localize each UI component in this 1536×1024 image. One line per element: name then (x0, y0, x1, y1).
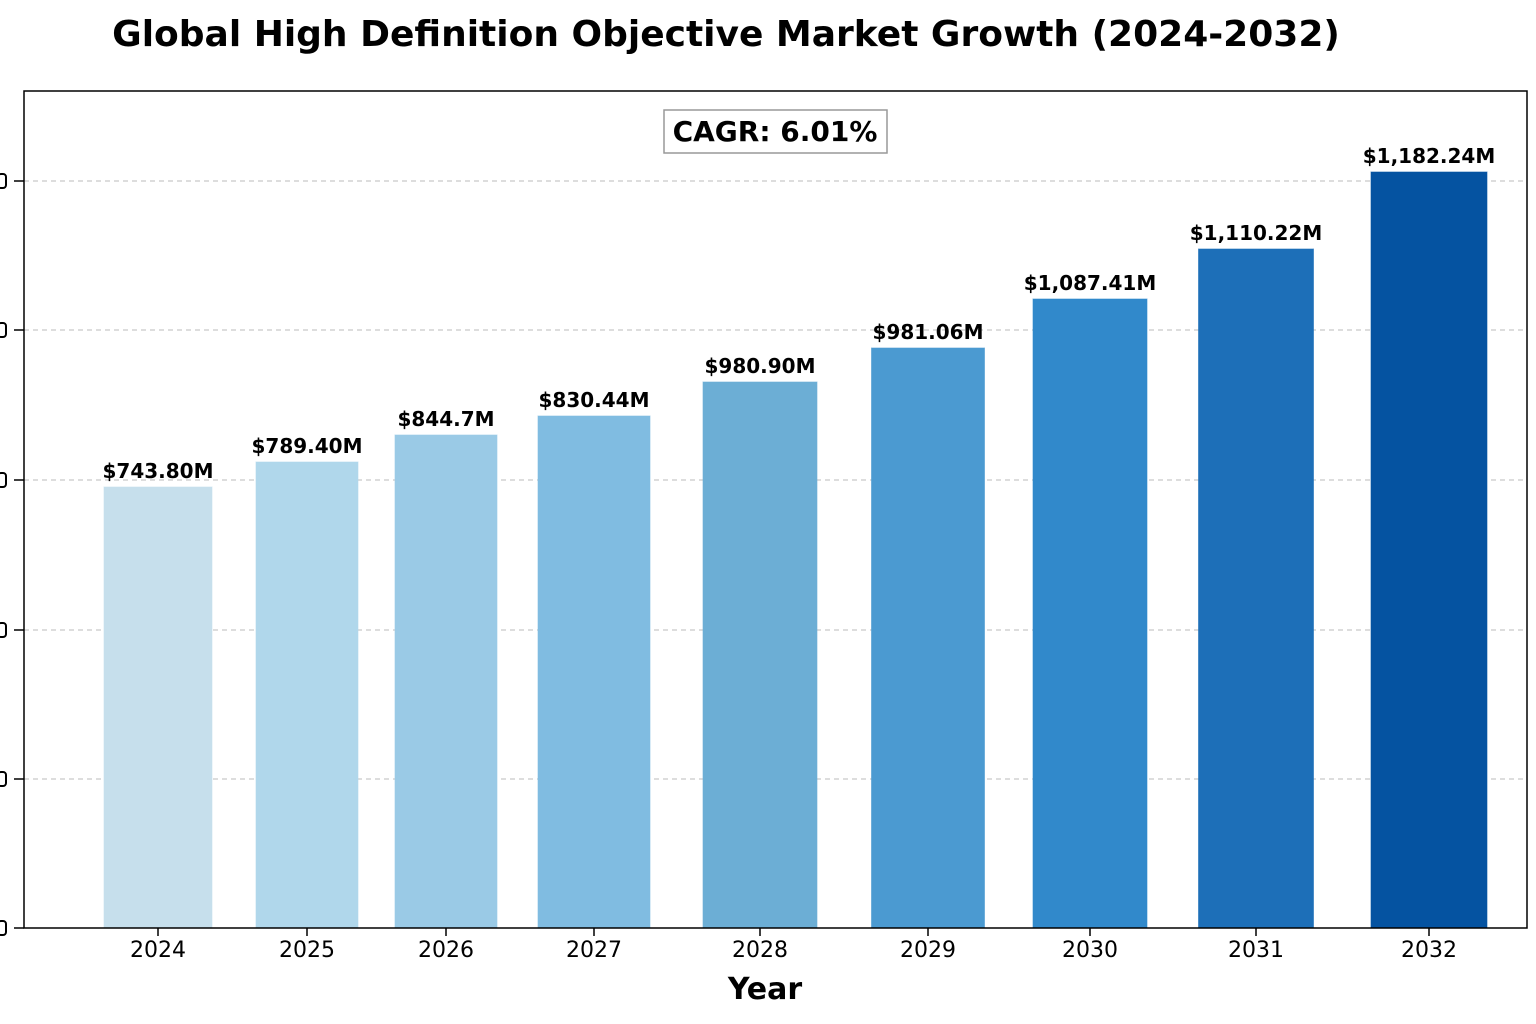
y-tick-label-clipped (0, 622, 7, 638)
data-label-2026: $844.7M (397, 407, 494, 431)
bar-2026 (394, 434, 498, 929)
bar-2025 (255, 461, 359, 929)
x-tick-label-2024: 2024 (130, 938, 186, 963)
cagr-annotation: CAGR: 6.01% (663, 109, 888, 154)
data-label-2028: $980.90M (705, 354, 816, 378)
x-tick-label-2031: 2031 (1228, 938, 1284, 963)
bar-2030 (1032, 298, 1148, 929)
x-axis-ticks: 2024 2025 2026 2027 2028 2029 2030 2031 2032 (130, 928, 1457, 963)
cagr-box (663, 109, 888, 154)
x-axis-title: Year (727, 972, 803, 1007)
y-tick-label-clipped (0, 771, 7, 787)
x-tick-label-2029: 2029 (900, 938, 956, 963)
x-tick-label-2026: 2026 (418, 938, 474, 963)
data-label-2030: $1,087.41M (1024, 271, 1157, 295)
x-tick-label-2028: 2028 (732, 938, 788, 963)
bars (103, 171, 1488, 929)
bar-2028 (702, 381, 818, 929)
y-tick-label-clipped (0, 920, 7, 936)
y-tick-label-clipped (0, 173, 7, 189)
bar-2029 (871, 347, 985, 929)
value-labels: $743.80M $789.40M $844.7M $830.44M $980.90M $… (103, 144, 1496, 483)
bar-2031 (1198, 248, 1314, 929)
data-label-2027: $830.44M (539, 388, 650, 412)
data-label-2025: $789.40M (252, 434, 363, 458)
bar-2032 (1370, 171, 1488, 929)
data-label-2029: $981.06M (873, 320, 984, 344)
data-label-2024: $743.80M (103, 459, 214, 483)
y-axis-ticks (0, 173, 24, 936)
y-tick-label-clipped (0, 472, 7, 488)
bar-2024 (103, 486, 213, 929)
data-label-2031: $1,110.22M (1190, 221, 1323, 245)
plot-frame (23, 90, 1528, 929)
x-tick-label-2032: 2032 (1401, 938, 1457, 963)
x-tick-label-2027: 2027 (566, 938, 622, 963)
x-tick-label-2025: 2025 (279, 938, 335, 963)
x-tick-label-2030: 2030 (1062, 938, 1118, 963)
y-tick-label-clipped (0, 322, 7, 338)
chart-title: Global High Definition Objective Market … (112, 14, 1340, 55)
bar-2027 (537, 415, 651, 929)
data-label-2032: $1,182.24M (1363, 144, 1496, 168)
cagr-label: CAGR: 6.01% (673, 115, 878, 148)
